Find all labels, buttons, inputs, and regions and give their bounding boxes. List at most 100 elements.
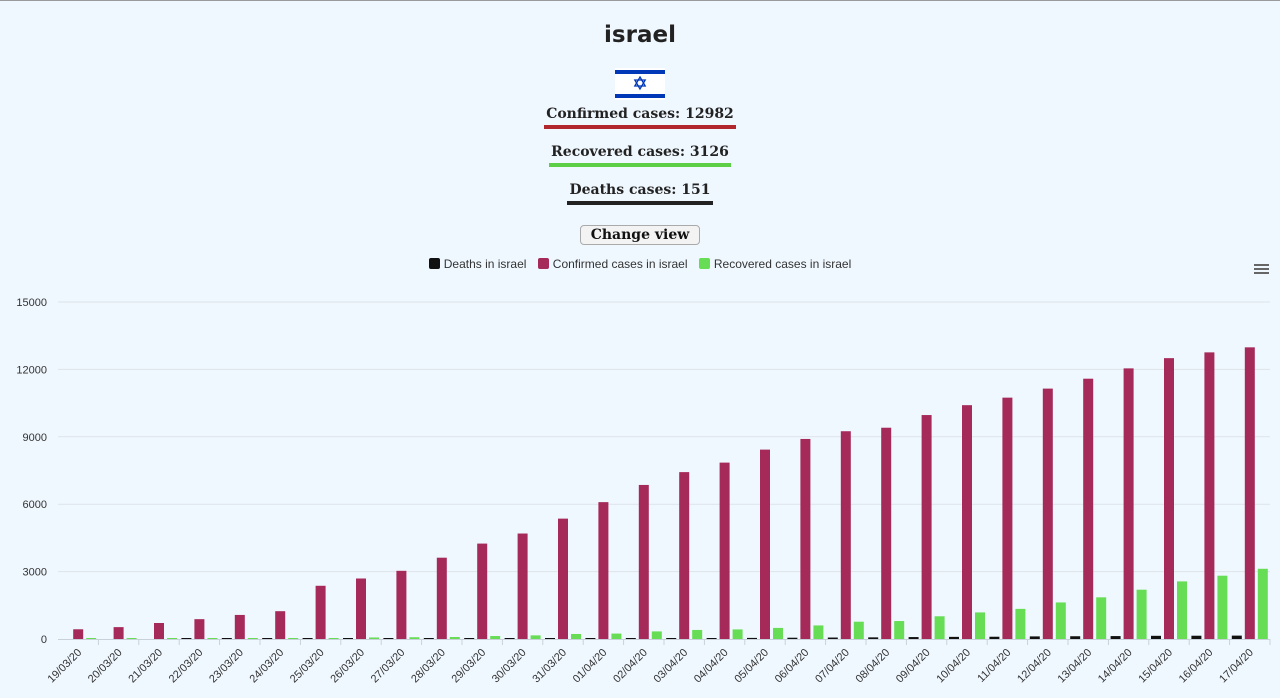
bar-deaths [181, 638, 192, 639]
bar-confirmed [921, 415, 932, 639]
bar-recovered [934, 616, 945, 639]
x-tick-label: 05/04/20 [732, 647, 771, 686]
deaths-cases-label: Deaths cases: 151 [567, 182, 713, 205]
x-tick-label: 09/04/20 [894, 647, 933, 686]
legend-label-deaths: Deaths in israel [443, 257, 527, 271]
bar-recovered [369, 637, 379, 639]
bar-recovered [126, 638, 137, 639]
bar-recovered [167, 638, 177, 639]
x-tick-label: 15/04/20 [1136, 647, 1175, 686]
x-tick-label: 21/03/20 [126, 647, 165, 686]
bar-confirmed [275, 611, 286, 639]
bar-recovered [1136, 589, 1147, 639]
y-tick-label: 3000 [23, 567, 47, 579]
legend-item-recovered[interactable]: Recovered cases in israel [698, 257, 852, 271]
bar-recovered [692, 629, 703, 639]
bar-deaths [383, 638, 394, 639]
bar-recovered [894, 621, 905, 639]
bar-deaths [747, 637, 757, 639]
bar-confirmed [558, 518, 568, 639]
bar-confirmed [760, 449, 770, 639]
bar-deaths [989, 636, 1000, 639]
bar-deaths [908, 637, 919, 639]
bar-recovered [207, 638, 218, 639]
x-tick-label: 29/03/20 [450, 647, 489, 686]
y-tick-label: 12000 [16, 364, 47, 376]
bar-recovered [1177, 581, 1187, 639]
x-tick-label: 11/04/20 [975, 647, 1013, 685]
bar-recovered [530, 635, 541, 639]
bar-confirmed [396, 570, 407, 639]
bar-recovered [571, 633, 581, 639]
legend-swatch-recovered [698, 258, 710, 269]
flag-bottom-stripe [615, 94, 665, 98]
bar-confirmed [1083, 378, 1094, 639]
bar-deaths [262, 638, 273, 639]
x-tick-label: 27/03/20 [369, 647, 408, 686]
bar-recovered [611, 633, 622, 639]
bar-confirmed [113, 627, 124, 639]
bar-recovered [773, 627, 783, 639]
bar-deaths [827, 637, 838, 639]
recovered-cases-label: Recovered cases: 3126 [549, 144, 731, 167]
star-of-david-icon [633, 75, 647, 91]
bar-confirmed [315, 585, 326, 639]
bar-recovered [449, 637, 460, 639]
confirmed-cases-label: Confirmed cases: 12982 [544, 106, 736, 129]
bar-deaths [423, 638, 434, 639]
bar-deaths [868, 637, 879, 639]
legend-label-confirmed: Confirmed cases in israel [552, 257, 688, 271]
legend-swatch-deaths [428, 258, 440, 269]
x-tick-label: 03/04/20 [652, 647, 691, 686]
bar-recovered [853, 621, 864, 639]
legend-item-deaths[interactable]: Deaths in israel [428, 257, 527, 271]
hamburger-menu-icon[interactable] [1253, 262, 1271, 276]
x-tick-label: 24/03/20 [248, 647, 287, 686]
top-border [0, 0, 1280, 1]
deaths-cases-stat: Deaths cases: 151 [0, 182, 1280, 205]
x-tick-label: 13/04/20 [1056, 647, 1095, 686]
legend-item-confirmed[interactable]: Confirmed cases in israel [537, 257, 688, 271]
bar-recovered [1015, 608, 1026, 639]
bar-deaths [787, 637, 798, 639]
confirmed-cases-stat: Confirmed cases: 12982 [0, 106, 1280, 129]
flag-top-stripe [615, 70, 665, 74]
bar-confirmed [356, 578, 366, 639]
bar-confirmed [800, 438, 811, 639]
bar-recovered [328, 638, 339, 639]
bar-confirmed [1002, 397, 1013, 639]
change-view-button[interactable]: Change view [580, 225, 700, 245]
bar-deaths [1231, 635, 1242, 639]
bar-deaths [1029, 636, 1040, 639]
bar-confirmed [234, 614, 245, 639]
bar-recovered [490, 636, 501, 639]
bar-recovered [813, 625, 824, 639]
x-tick-label: 06/04/20 [773, 647, 812, 686]
israel-flag-icon [615, 68, 665, 100]
bar-confirmed [638, 484, 649, 639]
bar-confirmed [73, 629, 84, 639]
bar-recovered [1055, 602, 1066, 639]
bar-deaths [666, 638, 677, 639]
bar-confirmed [436, 557, 447, 639]
bar-deaths [585, 638, 596, 639]
bar-deaths [706, 638, 717, 639]
bar-confirmed [598, 502, 609, 639]
y-tick-label: 6000 [23, 499, 47, 511]
bar-confirmed [154, 623, 164, 639]
x-tick-label: 14/04/20 [1096, 647, 1135, 686]
legend-label-recovered: Recovered cases in israel [713, 257, 852, 271]
x-tick-label: 04/04/20 [692, 647, 731, 686]
x-tick-label: 26/03/20 [328, 647, 367, 686]
bar-recovered [975, 612, 985, 639]
country-title: israel [604, 22, 676, 48]
bar-confirmed [679, 472, 690, 639]
bar-confirmed [1042, 388, 1053, 639]
y-tick-label: 0 [41, 634, 47, 646]
chart-legend: Deaths in israel Confirmed cases in isra… [0, 257, 1280, 271]
bar-deaths [1070, 636, 1081, 639]
x-tick-label: 30/03/20 [490, 647, 529, 686]
bar-recovered [86, 638, 97, 639]
x-tick-label: 25/03/20 [288, 647, 327, 686]
bar-deaths [545, 638, 555, 639]
